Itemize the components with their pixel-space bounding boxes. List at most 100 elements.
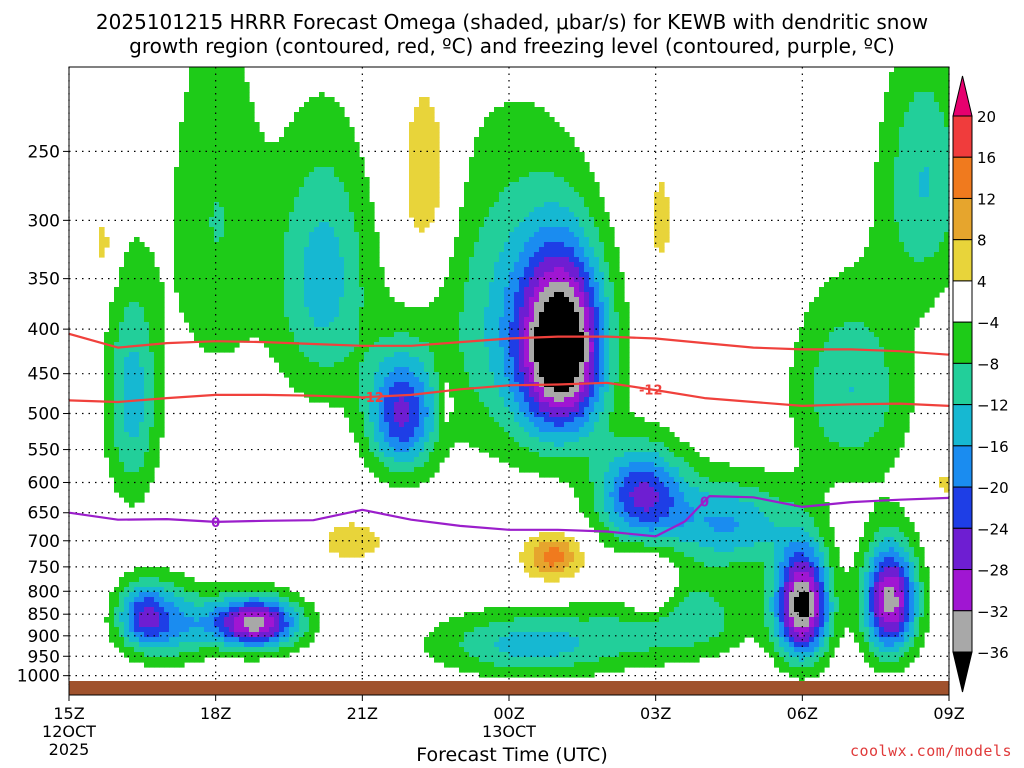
omega-cell <box>104 352 110 358</box>
omega-cell <box>474 147 480 153</box>
omega-cell <box>309 297 315 303</box>
omega-cell <box>369 212 375 218</box>
omega-cell <box>399 312 405 318</box>
omega-cell <box>529 242 535 248</box>
omega-cell <box>944 222 949 228</box>
omega-cell <box>414 137 420 143</box>
omega-cell <box>224 242 230 248</box>
omega-cell <box>929 292 935 298</box>
omega-cell <box>899 172 905 178</box>
omega-cell <box>309 252 315 258</box>
omega-cell <box>274 182 280 188</box>
omega-cell <box>554 327 560 333</box>
omega-cell <box>449 267 455 273</box>
omega-cell <box>364 292 370 298</box>
omega-cell <box>924 67 930 73</box>
omega-cell <box>549 127 555 133</box>
omega-cell <box>304 182 310 188</box>
omega-cell <box>304 322 310 328</box>
omega-cell <box>354 317 360 323</box>
omega-cell <box>519 322 525 328</box>
omega-cell <box>289 182 295 188</box>
omega-cell <box>504 332 510 338</box>
omega-cell <box>934 87 940 93</box>
omega-cell <box>344 227 350 233</box>
omega-cell <box>304 317 310 323</box>
omega-cell <box>274 342 280 348</box>
omega-cell <box>554 222 560 228</box>
omega-cell <box>254 242 260 248</box>
omega-cell <box>594 202 600 208</box>
omega-cell <box>244 102 250 108</box>
omega-cell <box>224 152 230 158</box>
omega-cell <box>444 352 450 358</box>
omega-cell <box>129 337 135 343</box>
omega-cell <box>174 272 180 278</box>
omega-cell <box>529 337 535 343</box>
omega-cell <box>544 227 550 233</box>
omega-cell <box>319 262 325 268</box>
omega-cell <box>524 132 530 138</box>
omega-cell <box>449 297 455 303</box>
omega-cell <box>589 172 595 178</box>
omega-cell <box>299 172 305 178</box>
omega-cell <box>574 152 580 158</box>
omega-cell <box>414 197 420 203</box>
omega-cell <box>334 177 340 183</box>
omega-cell <box>589 237 595 243</box>
omega-cell <box>494 207 500 213</box>
omega-cell <box>574 212 580 218</box>
omega-cell <box>569 252 575 258</box>
omega-cell <box>224 227 230 233</box>
omega-cell <box>249 267 255 273</box>
omega-cell <box>809 337 815 343</box>
omega-cell <box>909 337 915 343</box>
omega-cell <box>234 252 240 258</box>
omega-cell <box>299 217 305 223</box>
omega-cell <box>259 187 265 193</box>
omega-cell <box>264 192 270 198</box>
omega-cell <box>294 167 300 173</box>
omega-cell <box>254 167 260 173</box>
omega-cell <box>569 327 575 333</box>
omega-cell <box>514 232 520 238</box>
omega-cell <box>474 267 480 273</box>
omega-cell <box>199 187 205 193</box>
omega-cell <box>584 182 590 188</box>
omega-cell <box>934 117 940 123</box>
omega-cell <box>254 172 260 178</box>
omega-cell <box>474 327 480 333</box>
omega-cell <box>514 107 520 113</box>
omega-cell <box>924 172 930 178</box>
omega-cell <box>294 272 300 278</box>
omega-cell <box>909 132 915 138</box>
omega-cell <box>399 327 405 333</box>
omega-cell <box>314 197 320 203</box>
omega-cell <box>374 277 380 283</box>
omega-cell <box>934 97 940 103</box>
omega-cell <box>294 322 300 328</box>
omega-cell <box>579 227 585 233</box>
omega-cell <box>224 87 230 93</box>
omega-cell <box>904 162 910 168</box>
omega-cell <box>239 252 245 258</box>
omega-cell <box>499 267 505 273</box>
omega-cell <box>109 307 115 313</box>
omega-cell <box>479 157 485 163</box>
omega-cell <box>594 242 600 248</box>
omega-cell <box>524 127 530 133</box>
omega-cell <box>189 327 195 333</box>
omega-cell <box>849 322 855 328</box>
omega-cell <box>494 252 500 258</box>
omega-cell <box>599 247 605 253</box>
omega-cell <box>924 207 930 213</box>
omega-cell <box>489 137 495 143</box>
omega-cell <box>879 337 885 343</box>
omega-cell <box>269 157 275 163</box>
omega-cell <box>849 287 855 293</box>
omega-cell <box>499 307 505 313</box>
omega-cell <box>919 112 925 118</box>
omega-cell <box>544 297 550 303</box>
omega-cell <box>499 187 505 193</box>
omega-cell <box>214 262 220 268</box>
